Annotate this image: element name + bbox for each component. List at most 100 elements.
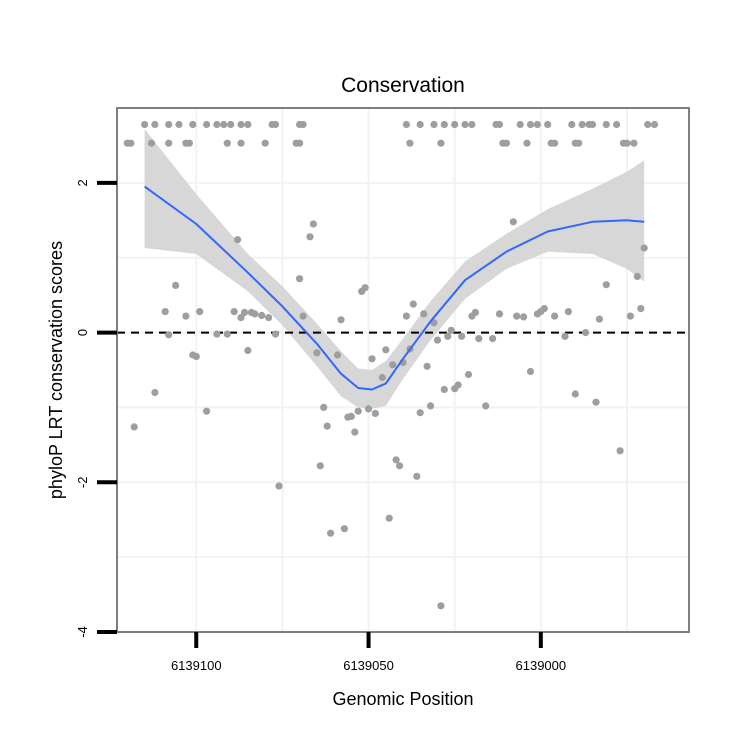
data-point bbox=[275, 482, 283, 490]
x-tick-label: 6139050 bbox=[343, 658, 394, 673]
data-point bbox=[551, 312, 559, 320]
y-tick-label: -4 bbox=[75, 626, 90, 638]
data-point bbox=[147, 139, 156, 147]
data-point bbox=[234, 236, 242, 244]
data-point bbox=[203, 120, 211, 129]
data-point bbox=[141, 120, 149, 129]
data-point bbox=[533, 120, 542, 129]
data-point bbox=[544, 120, 552, 129]
x-axis-title: Genomic Position bbox=[332, 689, 473, 709]
data-point bbox=[440, 120, 448, 129]
data-point bbox=[416, 120, 424, 129]
data-point bbox=[578, 120, 586, 129]
data-point bbox=[389, 361, 397, 369]
data-point bbox=[161, 308, 169, 316]
data-point bbox=[495, 120, 504, 129]
data-point bbox=[309, 220, 317, 228]
data-point bbox=[258, 311, 266, 319]
data-point bbox=[406, 139, 414, 147]
data-point bbox=[396, 462, 404, 470]
data-point bbox=[165, 120, 173, 129]
data-point bbox=[371, 409, 379, 417]
chart-title: Conservation bbox=[341, 74, 465, 97]
data-point bbox=[382, 346, 390, 354]
data-point bbox=[595, 315, 604, 323]
data-point bbox=[203, 407, 211, 415]
data-point bbox=[454, 381, 462, 389]
data-point bbox=[364, 405, 373, 413]
data-point bbox=[602, 281, 610, 289]
data-point bbox=[351, 428, 359, 436]
data-point bbox=[502, 139, 510, 147]
data-point bbox=[165, 139, 173, 147]
data-point bbox=[333, 351, 342, 359]
data-point bbox=[230, 308, 238, 316]
data-point bbox=[213, 330, 221, 338]
data-point bbox=[240, 308, 249, 316]
data-point bbox=[464, 370, 473, 379]
data-point bbox=[299, 312, 307, 320]
data-point bbox=[420, 310, 428, 318]
data-point bbox=[306, 233, 314, 241]
data-point bbox=[623, 139, 631, 147]
data-point bbox=[592, 398, 600, 406]
data-point bbox=[361, 284, 369, 292]
data-point bbox=[613, 120, 621, 129]
data-points bbox=[123, 120, 659, 610]
data-point bbox=[271, 330, 280, 338]
data-point bbox=[630, 139, 638, 147]
data-point bbox=[640, 244, 648, 252]
data-point bbox=[413, 472, 421, 480]
data-point bbox=[561, 332, 569, 340]
data-point bbox=[213, 120, 221, 129]
data-point bbox=[437, 602, 445, 610]
data-point bbox=[261, 139, 269, 147]
data-point bbox=[440, 385, 448, 394]
y-axis-title: phyloP LRT conservation scores bbox=[46, 241, 66, 499]
data-point bbox=[475, 335, 483, 343]
data-point bbox=[227, 120, 235, 129]
data-point bbox=[633, 272, 641, 280]
data-point bbox=[323, 422, 331, 430]
data-point bbox=[650, 120, 659, 129]
y-tick-label: 2 bbox=[75, 179, 90, 186]
data-point bbox=[495, 310, 504, 318]
data-point bbox=[271, 120, 280, 129]
data-point bbox=[237, 139, 245, 147]
data-point bbox=[482, 402, 490, 410]
data-point bbox=[427, 402, 435, 410]
data-point bbox=[378, 373, 386, 382]
data-point bbox=[489, 335, 497, 343]
data-point bbox=[368, 355, 376, 363]
data-point bbox=[385, 514, 393, 522]
data-point bbox=[237, 120, 245, 129]
data-point bbox=[237, 314, 245, 322]
x-tick-label: 6139000 bbox=[516, 658, 567, 673]
data-point bbox=[433, 336, 442, 344]
data-point bbox=[402, 120, 410, 129]
data-point bbox=[468, 120, 476, 129]
data-point bbox=[402, 312, 410, 320]
data-point bbox=[447, 326, 455, 334]
data-point bbox=[423, 362, 431, 370]
data-point bbox=[564, 308, 573, 316]
y-tick-label: -2 bbox=[75, 477, 90, 489]
x-tick-label: 6139100 bbox=[171, 658, 222, 673]
data-point bbox=[644, 120, 652, 129]
data-point bbox=[151, 120, 159, 129]
data-point bbox=[223, 139, 231, 147]
data-point bbox=[220, 120, 228, 129]
data-point bbox=[637, 305, 645, 313]
data-point bbox=[196, 308, 204, 316]
data-point bbox=[540, 305, 548, 313]
data-point bbox=[192, 352, 200, 361]
smooth-line-layer bbox=[144, 185, 645, 391]
data-point bbox=[509, 218, 517, 226]
data-point bbox=[165, 331, 173, 339]
data-point bbox=[409, 300, 417, 308]
data-point bbox=[461, 120, 469, 129]
data-point bbox=[251, 310, 259, 318]
data-point bbox=[526, 367, 535, 376]
data-point bbox=[296, 139, 304, 147]
